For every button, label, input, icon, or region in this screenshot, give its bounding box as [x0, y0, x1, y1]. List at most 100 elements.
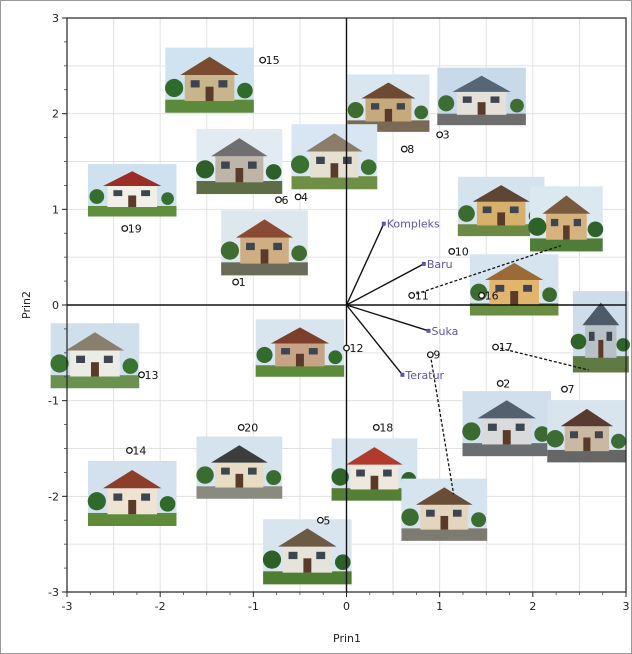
photo-ground [87, 512, 177, 526]
data-point [126, 447, 133, 454]
photo-tree [462, 422, 481, 441]
house-roof [180, 56, 239, 75]
house-window [113, 493, 123, 501]
photo-tree [195, 160, 215, 179]
photo-tree [161, 192, 174, 205]
photo-tree [611, 433, 627, 449]
x-tick-label: -2 [155, 600, 166, 613]
photo-ground [50, 375, 140, 389]
photo-tree [256, 346, 273, 363]
house-roof [103, 470, 162, 489]
house-photo [528, 186, 604, 252]
house-window [141, 190, 151, 197]
house-door [477, 102, 486, 115]
house-window [383, 469, 392, 477]
house-window [103, 355, 113, 363]
house-roof [560, 408, 614, 427]
house-window [221, 467, 230, 475]
photo-tree [291, 245, 307, 262]
y-tick-label: 1 [52, 203, 59, 216]
photo-ground [530, 238, 603, 252]
photo-tree [401, 508, 419, 526]
vectors: Kompleks Baru Suka Teratur [345, 218, 458, 382]
vector-endpoint [426, 328, 431, 333]
x-tick-label: -1 [248, 600, 259, 613]
photo-tree [570, 333, 587, 350]
house-roof [346, 447, 403, 465]
x-axis-title: Prin1 [333, 632, 361, 645]
leader-line [495, 346, 589, 371]
data-point [496, 380, 504, 387]
y-tick-label: -3 [48, 586, 59, 599]
house-photo [462, 391, 552, 457]
leader-lines [411, 245, 589, 495]
point-label: 12 [350, 342, 364, 355]
photo-tree [334, 554, 351, 571]
photo-tree [587, 221, 604, 238]
house-roof [211, 138, 268, 157]
house-roof [235, 219, 294, 238]
photo-tree [237, 82, 253, 99]
photo-tree [347, 101, 364, 119]
data-point [426, 351, 434, 359]
data-point [294, 193, 302, 201]
point-label: 16 [485, 289, 499, 302]
house-window [495, 284, 505, 292]
house-door [440, 515, 449, 530]
house-photo [195, 128, 283, 195]
photo-ground [469, 303, 559, 316]
photo-tree [534, 426, 550, 442]
house-roof [477, 400, 536, 419]
photo-tree [438, 95, 455, 112]
house-window [141, 493, 151, 501]
vector-label: Kompleks [387, 218, 440, 231]
house-window [482, 206, 492, 214]
point-label: 7 [568, 383, 575, 396]
house-photo [220, 210, 308, 276]
point-label: 19 [128, 222, 142, 235]
photo-tree [458, 205, 475, 222]
data-point [259, 56, 267, 64]
house-window [452, 509, 462, 517]
photo-ground [165, 99, 254, 113]
house-window [246, 242, 255, 251]
photo-ground [255, 365, 345, 377]
photo-tree [471, 512, 487, 528]
photo-tree [528, 217, 547, 236]
house-roof [306, 133, 363, 152]
house-window [288, 551, 298, 560]
house-photo [165, 47, 254, 113]
data-point [237, 424, 245, 431]
house-window [550, 218, 559, 227]
house-window [509, 206, 519, 214]
photo-tree [265, 164, 282, 180]
house-window [190, 80, 200, 88]
house-window [308, 348, 318, 355]
house-photo [570, 291, 630, 373]
house-window [370, 103, 380, 110]
photo-ground [462, 443, 552, 457]
house-door [205, 86, 214, 102]
house-door [384, 108, 393, 122]
point-label: 8 [407, 143, 414, 156]
y-tick-label: -2 [48, 490, 59, 503]
vector-line [345, 304, 403, 376]
house-window [515, 423, 525, 431]
house-window [221, 161, 230, 169]
point-label: 20 [244, 421, 258, 434]
data-point [448, 248, 456, 255]
house-photo [437, 67, 526, 126]
data-point [275, 196, 282, 204]
vector-endpoint [421, 261, 426, 266]
y-tick-label: 2 [52, 108, 59, 121]
house-photo [401, 478, 488, 541]
house-roof [278, 528, 337, 547]
house-door [295, 353, 304, 367]
house-window [487, 423, 497, 431]
house-window [316, 156, 325, 165]
house-door [128, 499, 137, 515]
data-point [492, 343, 499, 351]
house-window [247, 467, 257, 475]
photo-ground [401, 528, 488, 541]
